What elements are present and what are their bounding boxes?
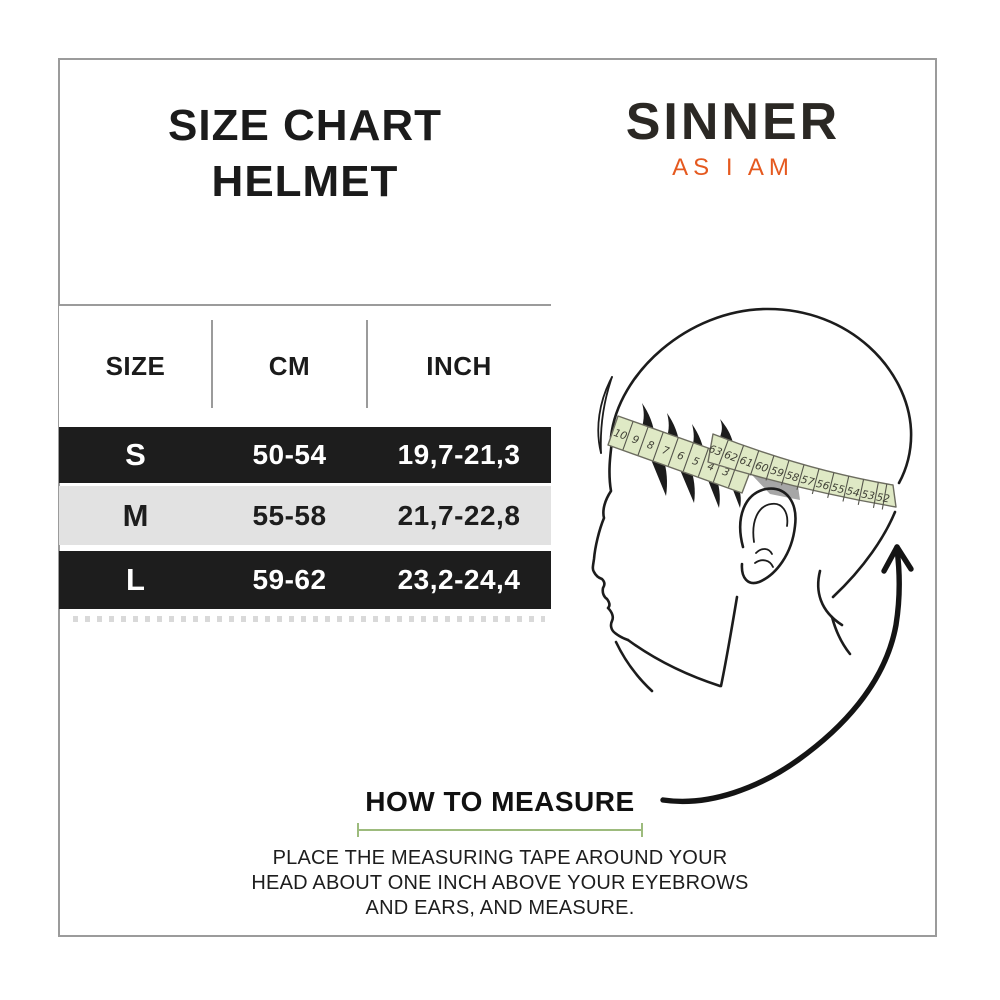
measuring-tape-inner: 10 9 8 7 6 5 4 3 xyxy=(607,415,754,494)
tape-tick xyxy=(796,464,805,490)
tape-number: 54 xyxy=(845,485,861,500)
brand-block: SINNER AS I AM xyxy=(583,94,883,182)
header-divider-1 xyxy=(211,320,213,408)
tape-tick xyxy=(718,439,729,465)
measure-arrow xyxy=(660,544,914,805)
row-cm-value: 50-54 xyxy=(252,439,327,470)
tape-tick xyxy=(842,476,850,502)
tape-tick xyxy=(765,455,775,481)
how-to-measure-line3: AND EARS, AND MEASURE. xyxy=(365,897,635,919)
tape-number: 7 xyxy=(660,444,671,458)
ear xyxy=(738,487,797,585)
page-title: SIZE CHART HELMET xyxy=(105,98,505,210)
row-size-label: M xyxy=(122,497,149,533)
how-to-measure-line1: PLACE THE MEASURING TAPE AROUND YOUR xyxy=(272,847,728,869)
tape-tick xyxy=(881,483,888,510)
tape-number: 9 xyxy=(630,433,641,447)
tape-number: 10 xyxy=(612,427,629,443)
tape-number: 53 xyxy=(860,488,875,502)
tape-number: 63 xyxy=(707,443,724,459)
tape-number: 56 xyxy=(815,478,831,493)
table-row-m: M 55-58 21,7-22,8 xyxy=(59,486,551,545)
row-inch-value: 23,2-24,4 xyxy=(397,564,521,595)
tape-tick xyxy=(827,472,835,499)
tape-tick xyxy=(622,421,634,450)
page-title-line1: SIZE CHART xyxy=(168,101,442,150)
tape-tick xyxy=(734,445,745,471)
tape-tick xyxy=(780,460,790,486)
size-table: SIZE CM INCH S 50-54 19,7-21,3 M 55-58 2… xyxy=(59,304,551,622)
brand-tagline: AS I AM xyxy=(672,154,794,181)
column-header-cm: CM xyxy=(268,351,311,381)
tape-tick xyxy=(697,448,709,477)
tape-number: 57 xyxy=(799,474,815,489)
tape-tick xyxy=(637,426,649,456)
tape-shadow xyxy=(752,475,800,500)
tape-number: 61 xyxy=(738,454,755,470)
table-row-l: L 59-62 23,2-24,4 xyxy=(59,551,551,609)
tape-tick xyxy=(749,450,760,476)
table-row-s: S 50-54 19,7-21,3 xyxy=(59,427,551,483)
column-header-size: SIZE xyxy=(105,351,166,381)
tape-tick xyxy=(682,442,694,472)
row-cm-value: 55-58 xyxy=(252,499,327,531)
table-bottom-perforation xyxy=(73,616,545,622)
page-title-line2: HELMET xyxy=(211,157,399,206)
tape-tick xyxy=(857,479,865,505)
tape-tick xyxy=(652,431,664,461)
measure-rule-line xyxy=(357,823,643,837)
row-size-label: L xyxy=(126,562,145,597)
table-top-border xyxy=(59,304,551,306)
how-to-measure-heading: HOW TO MEASURE xyxy=(365,786,635,817)
tape-number: 55 xyxy=(830,482,846,497)
how-to-measure-line2: HEAD ABOUT ONE INCH ABOVE YOUR EYEBROWS xyxy=(251,872,749,894)
tape-number: 4 xyxy=(706,460,716,474)
row-inch-value: 19,7-21,3 xyxy=(397,439,521,470)
tape-number: 6 xyxy=(675,450,686,464)
brand-logo: SINNER xyxy=(625,93,841,151)
row-size-label: S xyxy=(125,437,146,472)
header-divider-2 xyxy=(366,320,368,408)
tape-tick xyxy=(667,437,679,466)
tape-number: 60 xyxy=(753,460,770,476)
tape-number: 58 xyxy=(784,469,800,484)
tape-number: 52 xyxy=(875,491,891,505)
head-outline xyxy=(591,307,913,693)
tape-number: 62 xyxy=(722,449,739,465)
tape-number: 59 xyxy=(769,465,786,481)
tape-number: 5 xyxy=(690,455,701,469)
column-header-inch: INCH xyxy=(426,351,492,381)
tape-number: 8 xyxy=(645,439,656,453)
tape-tick xyxy=(872,482,879,509)
row-cm-value: 59-62 xyxy=(252,564,327,595)
tape-tick xyxy=(811,468,820,495)
how-to-measure-text: PLACE THE MEASURING TAPE AROUND YOUR HEA… xyxy=(225,846,775,921)
tape-number: 3 xyxy=(721,466,731,480)
table-header-row: SIZE CM INCH xyxy=(59,306,551,427)
row-inch-value: 21,7-22,8 xyxy=(397,499,521,531)
